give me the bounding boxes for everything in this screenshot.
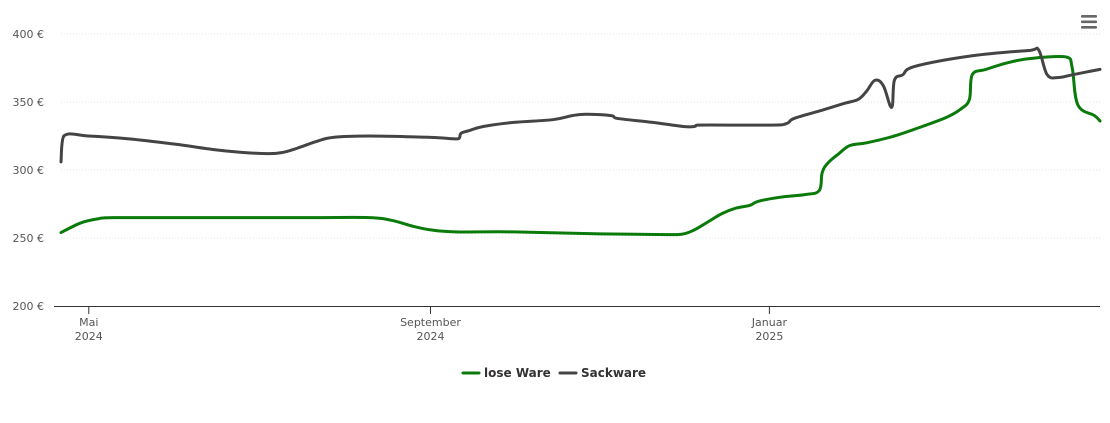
x-tick-label-month: Januar — [751, 316, 788, 329]
y-tick-label: 200 € — [13, 300, 45, 313]
x-tick-label-year: 2024 — [75, 330, 103, 343]
series-line-lose-ware[interactable] — [59, 54, 1102, 237]
y-axis: 200 € 250 € 300 € 350 € 400 € — [13, 28, 45, 313]
x-tick-label-month: September — [400, 316, 461, 329]
x-tick-label-year: 2025 — [755, 330, 783, 343]
chart-menu-button[interactable] — [1080, 13, 1098, 31]
x-tick-label-year: 2024 — [416, 330, 444, 343]
y-tick-label: 300 € — [13, 164, 45, 177]
legend-item-sackware[interactable]: Sackware — [558, 366, 646, 380]
y-tick-label: 250 € — [13, 232, 45, 245]
legend: lose Ware Sackware — [461, 366, 646, 380]
y-tick-label: 350 € — [13, 96, 45, 109]
grid-lines — [61, 33, 1100, 239]
legend-label: lose Ware — [484, 366, 551, 380]
y-tick-label: 400 € — [13, 28, 45, 41]
legend-label: Sackware — [581, 366, 646, 380]
series-lines — [59, 46, 1102, 237]
x-tick-label-month: Mai — [79, 316, 98, 329]
legend-item-lose-ware[interactable]: lose Ware — [461, 366, 551, 380]
series-line-sackware[interactable] — [59, 46, 1102, 164]
